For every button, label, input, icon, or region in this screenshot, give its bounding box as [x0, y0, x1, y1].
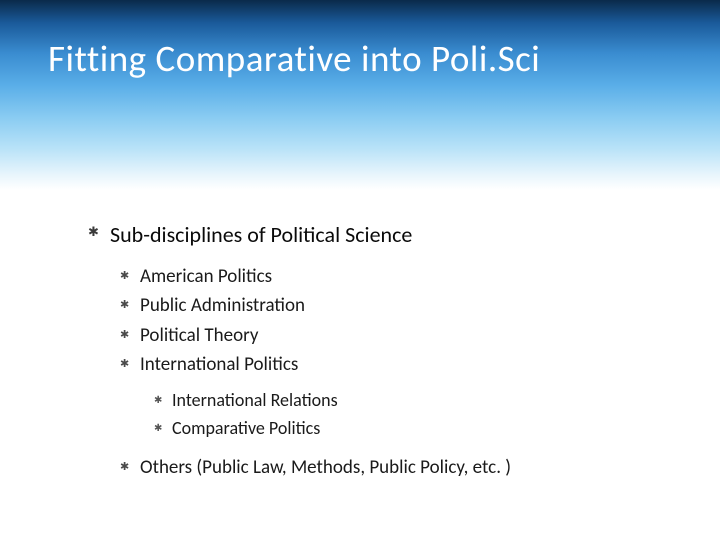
list-item: International Politics International Rel…: [120, 350, 660, 443]
list-item: Sub-disciplines of Political Science Ame…: [88, 220, 660, 483]
l2-item-label: Public Administration: [140, 294, 305, 317]
list-item: International Relations: [154, 387, 660, 415]
l2-item-label: International Politics: [140, 353, 298, 376]
list-item: Public Administration: [120, 291, 660, 320]
slide-title: Fitting Comparative into Poli.Sci: [48, 36, 700, 81]
l2-item-label: Political Theory: [140, 324, 258, 347]
list-item: Political Theory: [120, 321, 660, 350]
slide-body: Sub-disciplines of Political Science Ame…: [0, 190, 720, 517]
list-item: American Politics: [120, 262, 660, 291]
l3-item-label: Comparative Politics: [172, 417, 320, 439]
l1-heading: Sub-disciplines of Political Science: [110, 221, 412, 248]
list-item: Others (Public Law, Methods, Public Poli…: [120, 453, 660, 482]
l2-item-label: American Politics: [140, 265, 272, 288]
l3-item-label: International Relations: [172, 389, 338, 411]
header-band: Fitting Comparative into Poli.Sci: [0, 0, 720, 190]
list-item: Comparative Politics: [154, 415, 660, 443]
l2-item-label: Others (Public Law, Methods, Public Poli…: [140, 456, 511, 479]
